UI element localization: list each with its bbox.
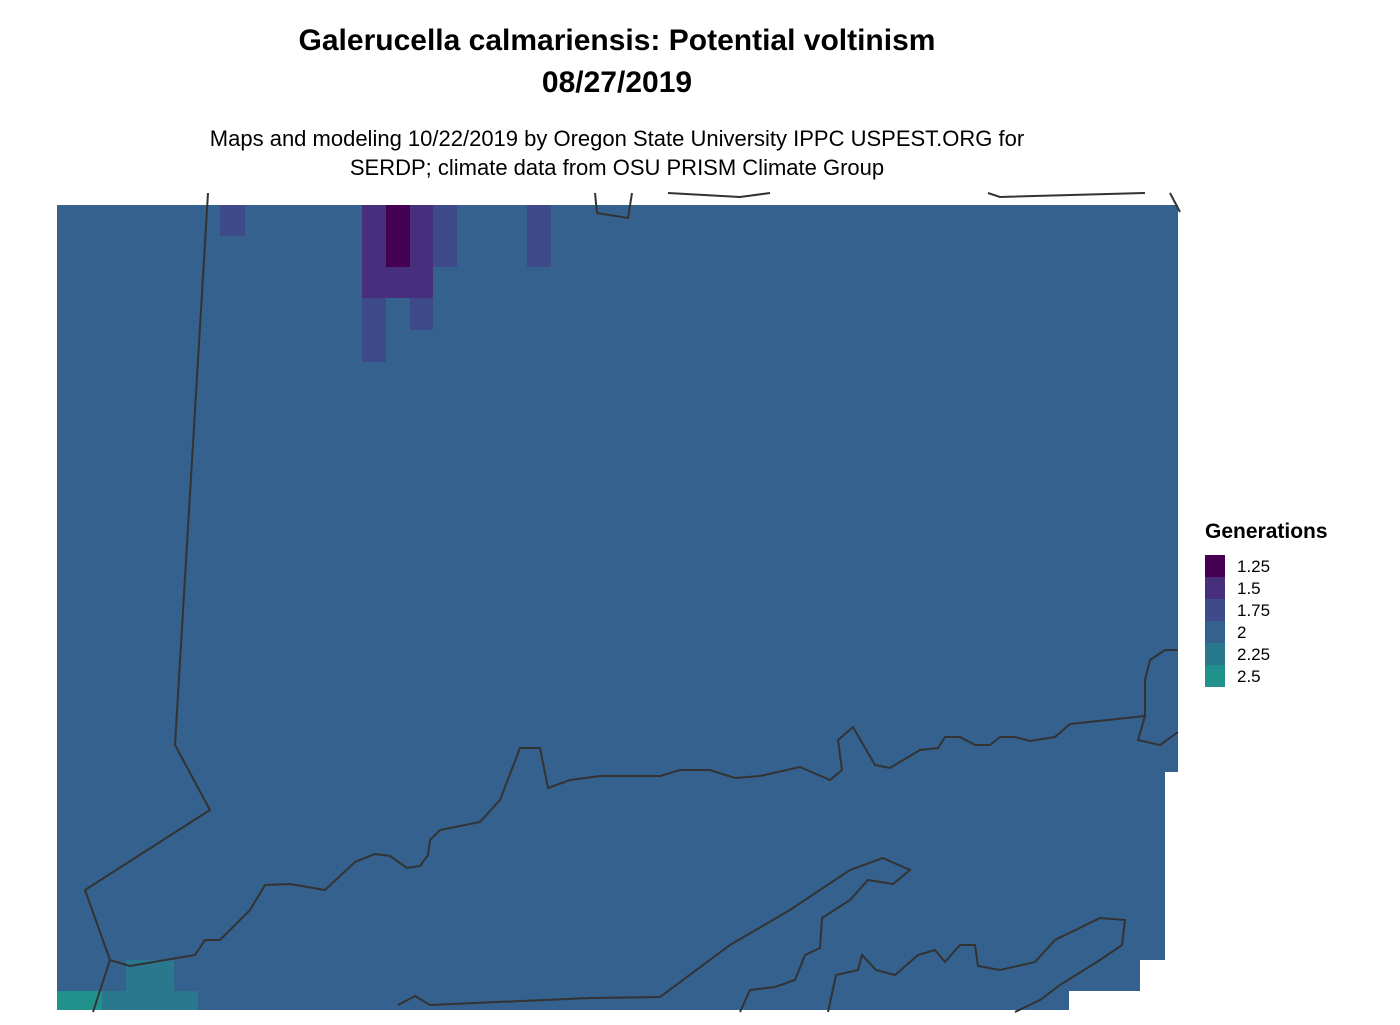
no-data (1140, 960, 1165, 1010)
island-coast (827, 916, 1127, 1013)
raster-cell (433, 205, 457, 267)
legend-swatch (1205, 577, 1225, 599)
raster-cell (410, 298, 433, 330)
coastline (109, 649, 1178, 968)
state-border (83, 192, 212, 1013)
raster (57, 205, 1178, 1010)
raster-cell (220, 205, 245, 236)
border-top (594, 192, 1181, 220)
island-coast (397, 856, 912, 1013)
borders (83, 192, 1181, 1013)
legend-swatch (1205, 665, 1225, 687)
map-title: Galerucella calmariensis: Potential volt… (299, 24, 936, 57)
no-data (1165, 772, 1178, 1010)
legend-label: 2.25 (1237, 645, 1270, 664)
no-data (1069, 991, 1140, 1010)
legend-swatch (1205, 643, 1225, 665)
raster-cell (102, 991, 198, 1010)
legend-swatch (1205, 555, 1225, 577)
legend-swatch (1205, 599, 1225, 621)
legend-label: 1.75 (1237, 601, 1270, 620)
raster-cell (527, 205, 551, 267)
coastline (1136, 715, 1179, 747)
legend-label: 1.25 (1237, 557, 1270, 576)
raster-cell (57, 205, 1178, 1010)
raster-cell (57, 991, 102, 1010)
map-date: 08/27/2019 (542, 66, 692, 99)
subtitle: SERDP; climate data from OSU PRISM Clima… (350, 155, 884, 180)
legend-title: Generations (1205, 520, 1328, 543)
legend-label: 1.5 (1237, 579, 1261, 598)
legend-swatch (1205, 621, 1225, 643)
raster-cell (362, 298, 386, 362)
raster-cell (386, 205, 410, 267)
legend-label: 2 (1237, 623, 1246, 642)
legend-label: 2.5 (1237, 667, 1261, 686)
legend: 1.25 1.5 1.75 2 2.25 2.5 (1205, 555, 1270, 687)
subtitle: Maps and modeling 10/22/2019 by Oregon S… (210, 126, 1024, 151)
